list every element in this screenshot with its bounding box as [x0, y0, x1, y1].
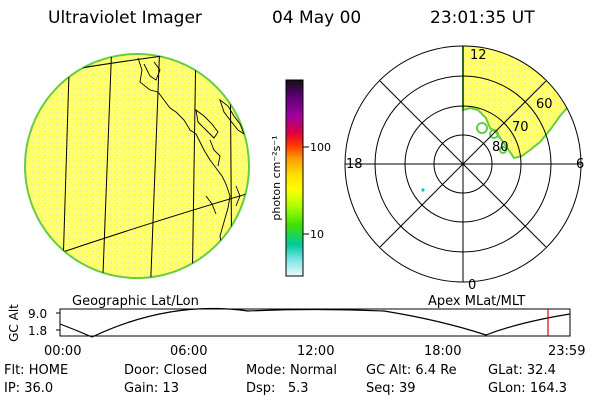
observation-time: 23:01:35 UT — [430, 8, 535, 28]
auroral-blobs — [476, 122, 507, 154]
geo-panel-label: Geographic Lat/Lon — [72, 294, 199, 309]
colorbar-label-100: 100 — [310, 141, 331, 154]
status-glon: GLon: 164.3 — [488, 382, 567, 396]
status-door-key: Door: — [124, 363, 160, 378]
altitude-plot — [56, 307, 571, 338]
altitude-ylabel: GC Alt — [7, 304, 21, 342]
status-dsp: Dsp: 5.3 — [246, 382, 309, 396]
altitude-xtick-2359: 23:59 — [548, 344, 586, 359]
status-glat: GLat: 32.4 — [488, 364, 556, 378]
status-ip-value: 36.0 — [24, 381, 54, 396]
altitude-xtick-0000: 00:00 — [44, 344, 82, 359]
status-seq-key: Seq: — [366, 381, 395, 396]
status-gain: Gain: 13 — [124, 382, 179, 396]
status-glon-key: GLon: — [488, 381, 526, 396]
status-seq-value: 39 — [399, 381, 416, 396]
altitude-ytick-9: 9.0 — [28, 307, 48, 321]
mlt-label-12: 12 — [470, 48, 487, 63]
polar-grid — [344, 45, 582, 283]
status-dsp-value: 5.3 — [287, 381, 309, 396]
status-door-value: Closed — [163, 363, 208, 378]
coastline — [137, 57, 245, 249]
mlat-label-80: 80 — [492, 140, 509, 155]
status-gain-value: 13 — [162, 381, 179, 396]
status-glat-value: 32.4 — [526, 363, 556, 378]
colorbar — [285, 79, 309, 277]
status-gain-key: Gain: — [124, 381, 159, 396]
mlt-label-18: 18 — [346, 157, 363, 172]
mlat-label-60: 60 — [536, 97, 553, 112]
status-dsp-key: Dsp: — [246, 381, 276, 396]
status-mode-key: Mode: — [246, 363, 286, 378]
status-mode-value: Normal — [289, 363, 337, 378]
status-gc-alt-value: 6.4 Re — [415, 363, 457, 378]
altitude-xtick-0600: 06:00 — [170, 344, 208, 359]
status-ip-key: IP: — [4, 381, 21, 396]
status-gc-alt-key: GC Alt: — [366, 363, 412, 378]
status-mode: Mode: Normal — [246, 364, 337, 378]
status-flt-value: HOME — [28, 363, 69, 378]
instrument-title: Ultraviolet Imager — [48, 8, 202, 28]
status-gc-alt: GC Alt: 6.4 Re — [366, 364, 457, 378]
altitude-xtick-1200: 12:00 — [297, 344, 335, 359]
status-seq: Seq: 39 — [366, 382, 416, 396]
geographic-globe — [24, 53, 250, 279]
polar-plot — [344, 45, 582, 283]
altitude-curve — [59, 307, 571, 338]
mlt-label-6: 6 — [576, 157, 585, 172]
status-glat-key: GLat: — [488, 363, 523, 378]
polar-panel-label: Apex MLat/MLT — [428, 294, 526, 309]
mlt-label-0: 0 — [468, 278, 477, 293]
colorbar-unit-label: photon cm⁻²s⁻¹ — [270, 135, 283, 221]
status-glon-value: 164.3 — [529, 381, 568, 396]
altitude-xtick-1800: 18:00 — [424, 344, 462, 359]
colorbar-label-10: 10 — [310, 228, 324, 241]
status-flt-key: Flt: — [4, 363, 25, 378]
mlat-label-70: 70 — [512, 120, 529, 135]
status-door: Door: Closed — [124, 364, 207, 378]
auroral-spot — [421, 188, 425, 192]
status-ip: IP: 36.0 — [4, 382, 53, 396]
observation-date: 04 May 00 — [272, 8, 362, 28]
status-flt: Flt: HOME — [4, 364, 68, 378]
altitude-ytick-1.8: 1.8 — [28, 324, 48, 338]
